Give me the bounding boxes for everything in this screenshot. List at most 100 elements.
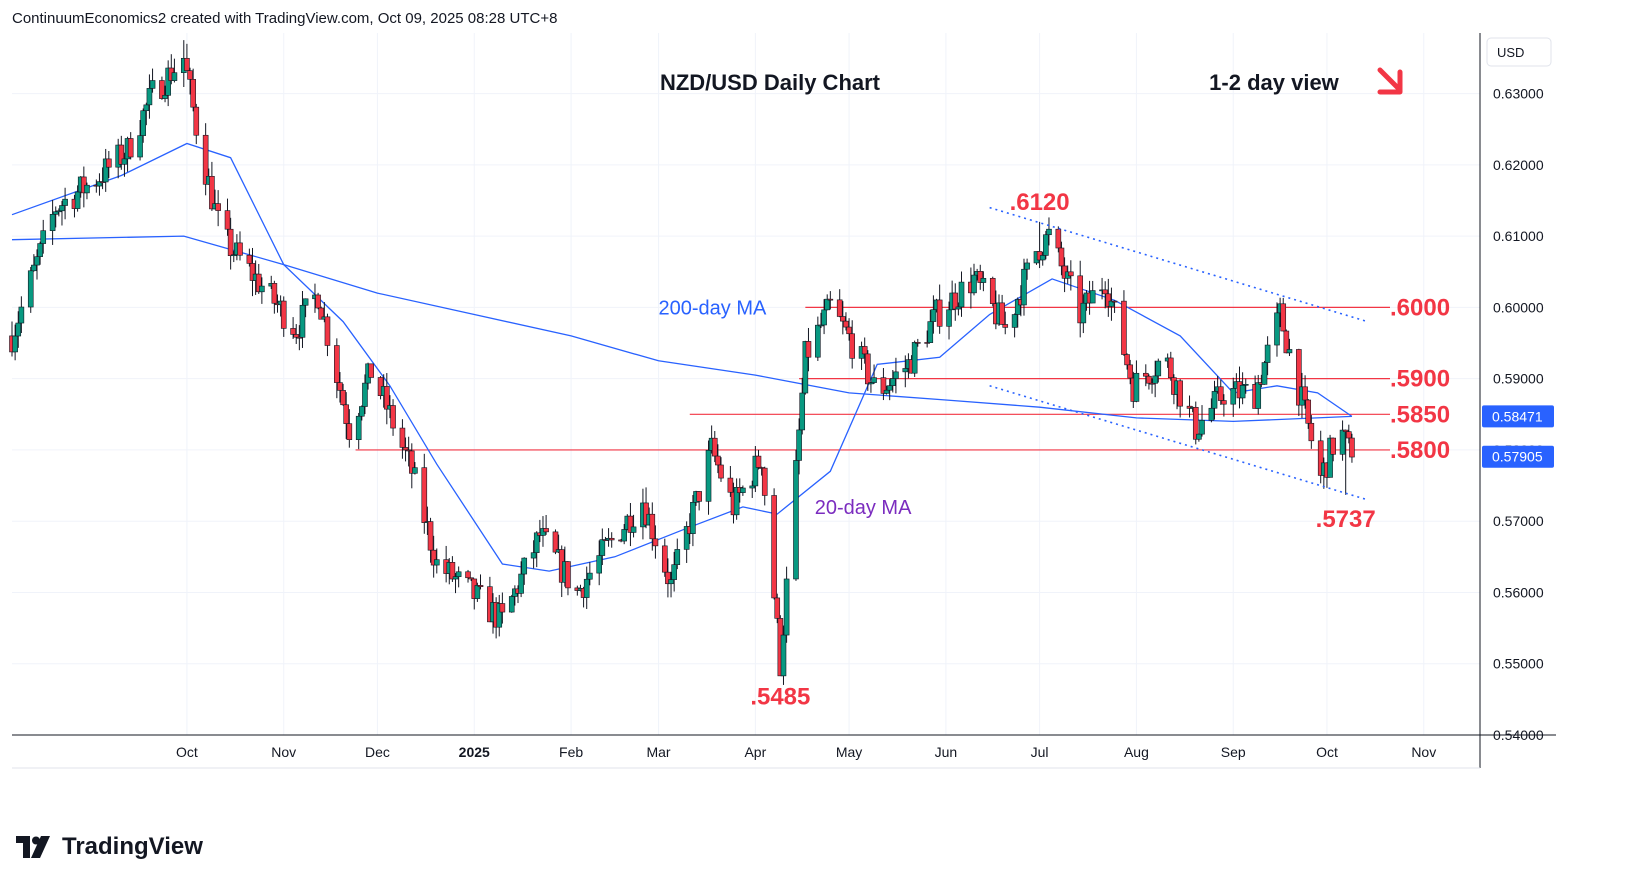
candle-up	[1230, 388, 1237, 405]
candle-down	[465, 571, 471, 579]
candle-up	[740, 487, 746, 493]
candle-up	[1014, 299, 1021, 315]
candle-up	[496, 603, 503, 628]
candle-down	[159, 80, 165, 99]
candle-up	[121, 158, 128, 165]
chart-annotations: .6120 .5485 .5737 200-day MA 20-day MA NZD/US…	[659, 67, 1403, 710]
candle-up	[930, 309, 937, 322]
candle-down	[836, 299, 843, 317]
x-tick-label: Oct	[1316, 744, 1338, 760]
candle-up	[815, 324, 821, 358]
candle-down	[1330, 437, 1336, 455]
candle-down	[421, 467, 428, 523]
candle-up	[1286, 349, 1293, 354]
candle-up	[474, 585, 481, 599]
candle-down	[227, 228, 234, 257]
candle-down	[608, 537, 615, 541]
x-tick-label: Apr	[744, 744, 766, 760]
candle-down	[627, 515, 634, 533]
candle-up	[533, 532, 540, 553]
candle-down	[1346, 431, 1352, 439]
candle-down	[1280, 303, 1287, 332]
candle-up	[1196, 433, 1202, 440]
candle-down	[665, 571, 671, 585]
candle-up	[780, 634, 787, 677]
candle-down	[936, 299, 943, 327]
candle-up	[299, 304, 306, 338]
candle-up	[230, 254, 237, 257]
x-tick-label: Nov	[271, 744, 296, 760]
candle-up	[455, 571, 462, 577]
x-tick-label: Dec	[365, 744, 390, 760]
candle-down	[914, 342, 921, 344]
candle-up	[84, 184, 90, 194]
y-tick-label: 0.60000	[1493, 299, 1544, 315]
candle-down	[1068, 271, 1074, 277]
candle-down	[1055, 228, 1062, 249]
level-label: .5900	[1390, 366, 1450, 393]
annotation-label: 200-day MA	[659, 298, 767, 320]
candle-down	[761, 467, 768, 496]
candle-up	[149, 80, 156, 89]
candle-down	[477, 585, 484, 587]
candle-up	[871, 377, 877, 383]
tradingview-wordmark: TradingView	[62, 833, 203, 860]
candle-up	[893, 371, 899, 379]
candle-down	[1296, 349, 1302, 406]
candle-down	[390, 405, 396, 429]
candle-up	[1274, 312, 1280, 346]
candle-up	[259, 285, 265, 293]
price-badge-label: 0.57905	[1492, 449, 1543, 465]
candle-up	[15, 322, 22, 337]
candle-down	[1305, 399, 1312, 424]
candle-up	[18, 306, 25, 324]
y-tick-label: 0.62000	[1493, 157, 1544, 173]
candle-up	[980, 277, 987, 283]
candle-down	[1058, 247, 1065, 267]
candle-up	[911, 342, 918, 374]
candle-down	[296, 336, 303, 339]
candle-up	[59, 205, 65, 212]
candle-down	[1221, 400, 1227, 405]
price-badge	[1482, 445, 1554, 468]
candle-down	[224, 210, 231, 230]
y-tick-label: 0.63000	[1493, 86, 1544, 102]
candle-down	[1102, 289, 1108, 295]
currency-box	[1486, 37, 1552, 67]
candle-down	[449, 562, 456, 580]
candle-up	[34, 256, 40, 266]
candle-up	[955, 306, 962, 310]
candle-down	[843, 320, 849, 328]
candle-down	[427, 521, 434, 551]
candle-up	[796, 429, 802, 461]
candle-down	[846, 326, 852, 335]
candle-down	[1283, 330, 1290, 354]
candle-up	[783, 578, 790, 636]
candle-up	[824, 298, 831, 311]
candle-up	[868, 382, 874, 385]
candle-up	[799, 392, 806, 431]
candle-down	[106, 158, 112, 168]
candle-down	[952, 292, 959, 310]
candle-up	[508, 596, 515, 613]
tradingview-logo-icon	[16, 836, 50, 858]
candle-down	[127, 138, 134, 158]
candle-down	[430, 549, 437, 566]
candle-up	[137, 135, 143, 158]
candle-up	[621, 529, 627, 542]
candle-down	[405, 449, 412, 452]
candle-up	[587, 572, 593, 580]
x-tick-label: Nov	[1411, 744, 1436, 760]
chart-attribution: ContinuumEconomics2 created with Trading…	[12, 10, 558, 27]
candle-up	[821, 309, 827, 326]
level-label: .6000	[1390, 294, 1450, 321]
candle-up	[1264, 344, 1271, 363]
candle-down	[1121, 300, 1127, 355]
candle-up	[1046, 228, 1052, 236]
candle-up	[355, 415, 362, 440]
candle-down	[805, 341, 812, 358]
candle-up	[630, 526, 637, 533]
candle-down	[118, 144, 125, 165]
candle-up	[1327, 437, 1333, 478]
